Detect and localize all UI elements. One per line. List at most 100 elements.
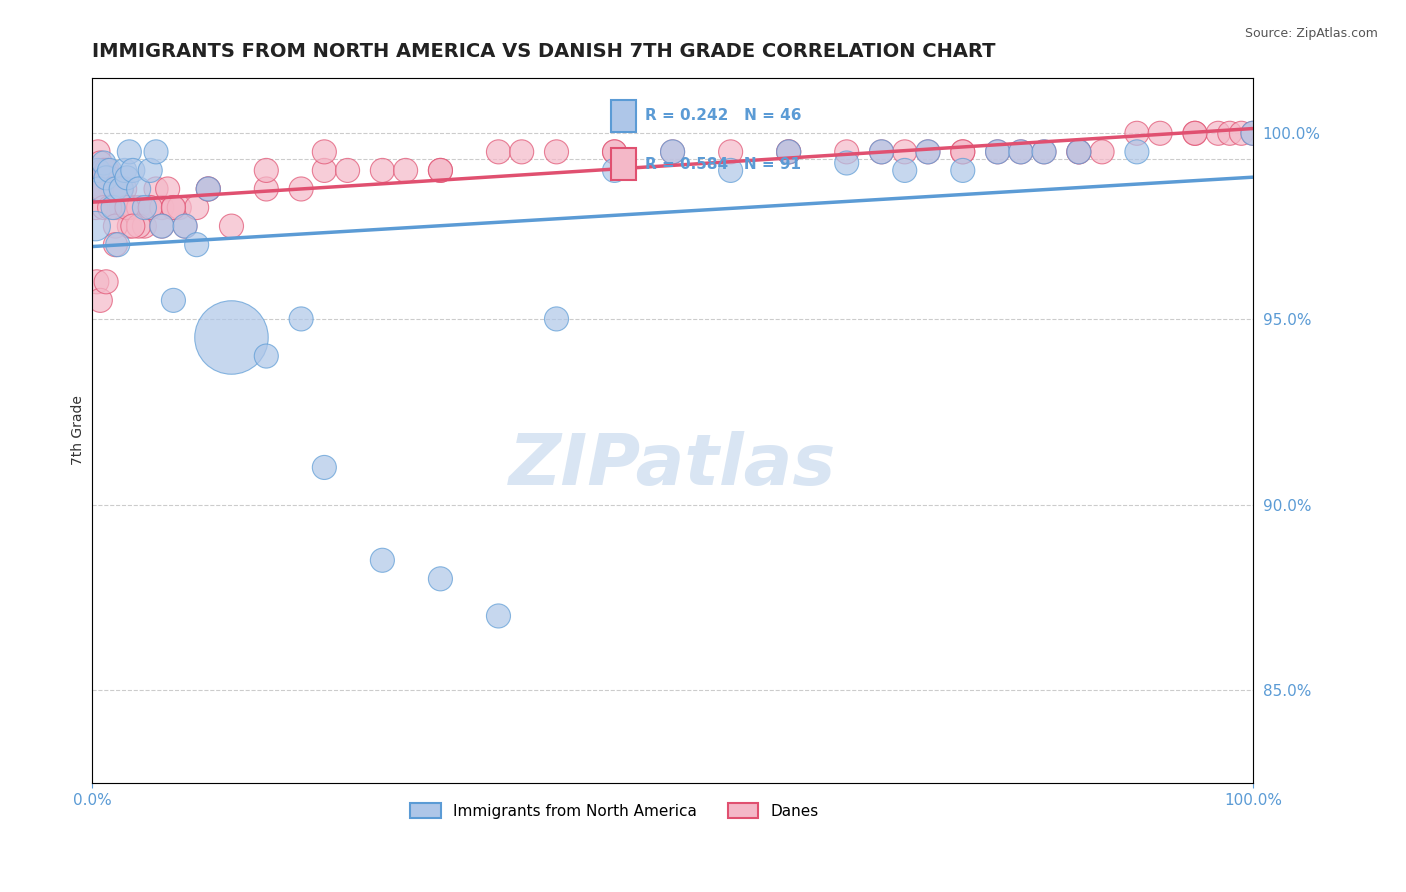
Point — [91, 163, 114, 178]
Point — [290, 312, 312, 326]
Point — [488, 145, 510, 159]
Point — [661, 145, 683, 159]
Point — [778, 145, 800, 159]
Point — [86, 163, 108, 178]
Point — [720, 163, 742, 178]
Point — [84, 201, 107, 215]
Point — [546, 145, 568, 159]
Point — [603, 163, 626, 178]
Legend: Immigrants from North America, Danes: Immigrants from North America, Danes — [405, 797, 825, 825]
Point — [835, 145, 858, 159]
Point — [1091, 145, 1114, 159]
Point — [1230, 126, 1253, 140]
Point — [150, 201, 173, 215]
Point — [1067, 145, 1090, 159]
Point — [603, 145, 626, 159]
Point — [134, 201, 156, 215]
Point — [145, 145, 167, 159]
Point — [134, 219, 156, 233]
Point — [104, 182, 127, 196]
Point — [100, 182, 122, 196]
Point — [197, 182, 219, 196]
Point — [90, 182, 112, 196]
Point — [1010, 145, 1032, 159]
Point — [1219, 126, 1241, 140]
Point — [121, 201, 143, 215]
Point — [87, 163, 110, 178]
Text: IMMIGRANTS FROM NORTH AMERICA VS DANISH 7TH GRADE CORRELATION CHART: IMMIGRANTS FROM NORTH AMERICA VS DANISH … — [93, 42, 995, 61]
Point — [107, 237, 129, 252]
Point — [121, 219, 143, 233]
Point — [1067, 145, 1090, 159]
Point — [987, 145, 1010, 159]
Point — [1033, 145, 1056, 159]
Point — [314, 460, 336, 475]
Point — [429, 572, 451, 586]
Point — [150, 219, 173, 233]
Point — [197, 182, 219, 196]
Point — [98, 163, 121, 178]
Point — [1184, 126, 1206, 140]
Point — [917, 145, 939, 159]
Point — [371, 163, 394, 178]
Point — [1010, 145, 1032, 159]
Point — [1126, 126, 1149, 140]
Point — [145, 182, 167, 196]
Point — [1149, 126, 1171, 140]
Point — [139, 163, 162, 178]
Point — [835, 156, 858, 170]
Point — [89, 163, 111, 178]
Point — [93, 163, 115, 178]
Point — [197, 182, 219, 196]
Point — [87, 145, 110, 159]
Point — [546, 312, 568, 326]
Point — [118, 219, 141, 233]
Point — [86, 275, 108, 289]
Point — [98, 201, 121, 215]
Point — [94, 275, 117, 289]
Point — [96, 163, 118, 178]
Point — [139, 201, 162, 215]
Point — [87, 182, 110, 196]
Point — [1033, 145, 1056, 159]
Point — [89, 156, 111, 170]
Point — [156, 182, 179, 196]
Point — [394, 163, 416, 178]
Point — [1184, 126, 1206, 140]
Point — [162, 201, 184, 215]
Point — [1067, 145, 1090, 159]
Point — [290, 182, 312, 196]
Point — [778, 145, 800, 159]
Point — [93, 156, 115, 170]
Point — [778, 145, 800, 159]
Point — [84, 182, 107, 196]
Point — [429, 163, 451, 178]
Point — [254, 163, 277, 178]
Point — [221, 219, 243, 233]
Point — [429, 163, 451, 178]
Point — [94, 170, 117, 185]
Point — [314, 145, 336, 159]
Text: R = 0.584   N = 91: R = 0.584 N = 91 — [645, 157, 801, 171]
Point — [174, 219, 197, 233]
Point — [870, 145, 893, 159]
Point — [1206, 126, 1229, 140]
Text: ZIPatlas: ZIPatlas — [509, 431, 837, 500]
Point — [221, 330, 243, 344]
Point — [107, 201, 129, 215]
Point — [90, 170, 112, 185]
Point — [101, 201, 124, 215]
Point — [254, 182, 277, 196]
Point — [186, 201, 208, 215]
Text: R = 0.242   N = 46: R = 0.242 N = 46 — [645, 109, 801, 123]
Point — [115, 170, 138, 185]
Point — [104, 237, 127, 252]
Point — [162, 201, 184, 215]
Text: Source: ZipAtlas.com: Source: ZipAtlas.com — [1244, 27, 1378, 40]
Point — [114, 182, 136, 196]
Point — [336, 163, 359, 178]
Point — [121, 163, 143, 178]
Point — [89, 293, 111, 308]
Point — [987, 145, 1010, 159]
Point — [870, 145, 893, 159]
